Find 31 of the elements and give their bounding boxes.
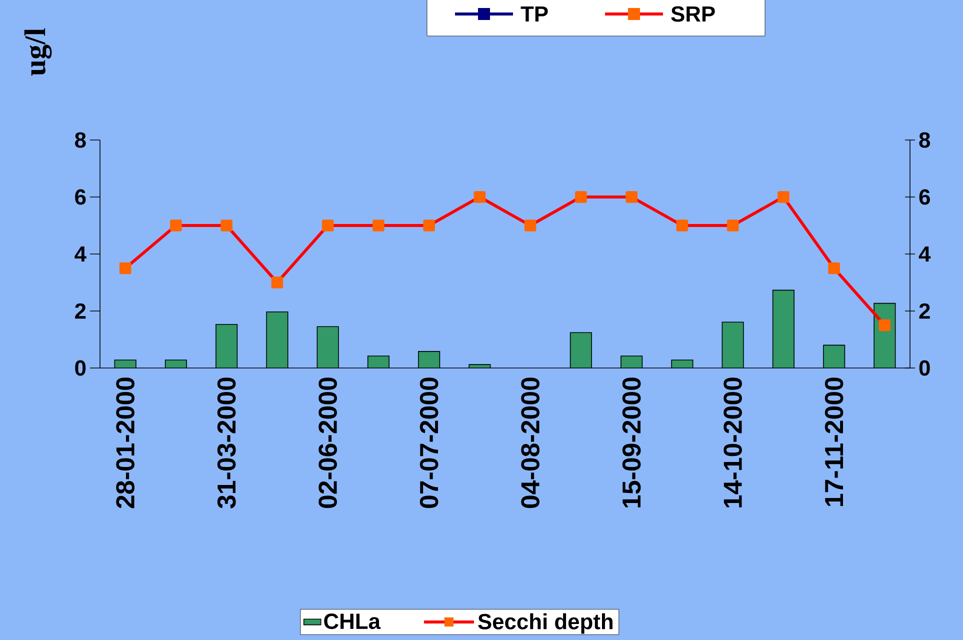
bar	[722, 322, 744, 368]
y2-tick-label: 4	[74, 246, 86, 262]
x-tick-label: 02-06-2000	[318, 378, 337, 508]
y-tick-label: 6	[919, 189, 930, 205]
x-tick-label: 14-10-2000	[724, 378, 742, 508]
legend-label: Secchi depth	[478, 613, 612, 634]
bar	[266, 312, 288, 368]
x-tick-label: 28-01-2000	[116, 378, 134, 508]
y2-tick-label: 0	[75, 360, 86, 376]
bar	[823, 345, 845, 368]
bar	[317, 326, 338, 368]
y2-tick-label: 6	[75, 189, 86, 205]
x-tick-label: 07-07-2000	[420, 378, 438, 508]
x-tick-label: 15-09-2000	[622, 378, 641, 508]
bar	[570, 332, 592, 368]
y-tick-label: 0	[919, 360, 930, 376]
y2-tick-label: 8	[75, 132, 86, 148]
bar	[772, 290, 794, 368]
text: TP	[520, 6, 548, 22]
x-tick-label: 04-08-2000	[521, 378, 540, 508]
bar	[216, 324, 238, 368]
y2-tick-label: 2	[75, 303, 86, 319]
y-tick-label: 4	[918, 246, 931, 262]
text: SRP	[671, 6, 715, 22]
y-tick-label: 2	[919, 303, 930, 319]
legend-label: CHLa	[324, 614, 381, 630]
x-tick-label: 17-11-2000	[824, 378, 844, 506]
x-tick-label: 31-03-2000	[217, 378, 236, 508]
bar	[418, 351, 440, 368]
text: ug/l	[24, 28, 52, 76]
y-tick-label: 8	[919, 132, 930, 148]
